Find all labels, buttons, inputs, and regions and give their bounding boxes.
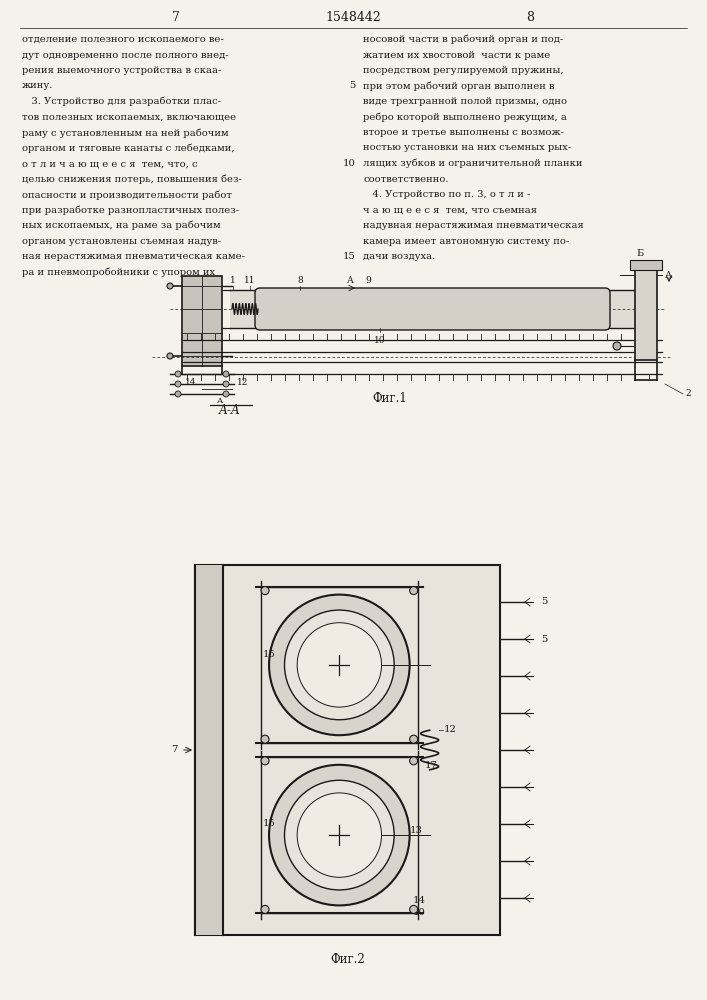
Text: носовой части в рабочий орган и под-: носовой части в рабочий орган и под-	[363, 35, 563, 44]
Circle shape	[261, 905, 269, 913]
Circle shape	[613, 342, 621, 350]
Text: Фиг.1: Фиг.1	[373, 392, 407, 405]
Text: 7: 7	[172, 11, 180, 24]
Text: ностью установки на них съемных рых-: ностью установки на них съемных рых-	[363, 143, 571, 152]
Text: посредством регулируемой пружины,: посредством регулируемой пружины,	[363, 66, 563, 75]
Text: 5: 5	[541, 635, 547, 644]
Text: А: А	[217, 397, 223, 405]
Text: виде трехгранной полой призмы, одно: виде трехгранной полой призмы, одно	[363, 97, 567, 106]
Text: 10: 10	[374, 336, 386, 345]
Circle shape	[409, 905, 418, 913]
Text: А: А	[665, 270, 672, 279]
Text: при разработке разнопластичных полез-: при разработке разнопластичных полез-	[22, 206, 239, 215]
Text: рения выемочного устройства в скаа-: рения выемочного устройства в скаа-	[22, 66, 221, 75]
Circle shape	[223, 391, 229, 397]
Text: жину.: жину.	[22, 82, 53, 91]
Text: лящих зубков и ограничительной планки: лящих зубков и ограничительной планки	[363, 159, 583, 168]
Circle shape	[409, 587, 418, 595]
Text: 4. Устройство по п. 3, о т л и -: 4. Устройство по п. 3, о т л и -	[363, 190, 530, 199]
Circle shape	[297, 793, 382, 877]
Text: 1: 1	[230, 276, 236, 285]
Text: ч а ю щ е е с я  тем, что съемная: ч а ю щ е е с я тем, что съемная	[363, 206, 537, 215]
Text: 12: 12	[443, 726, 457, 734]
Text: ра и пневмопробойники с упором их: ра и пневмопробойники с упором их	[22, 267, 215, 277]
Circle shape	[284, 610, 395, 720]
Text: 15: 15	[263, 650, 276, 659]
Text: целью снижения потерь, повышения без-: целью снижения потерь, повышения без-	[22, 174, 242, 184]
Text: 3. Устройство для разработки плас-: 3. Устройство для разработки плас-	[22, 97, 221, 106]
Text: соответственно.: соответственно.	[363, 174, 448, 184]
Circle shape	[175, 381, 181, 387]
Text: отделение полезного ископаемого ве-: отделение полезного ископаемого ве-	[22, 35, 223, 44]
Bar	[182, 276, 222, 366]
Text: раму с установленным на ней рабочим: раму с установленным на ней рабочим	[22, 128, 228, 137]
Text: А-А: А-А	[219, 404, 241, 417]
Text: надувная нерастяжимая пневматическая: надувная нерастяжимая пневматическая	[363, 221, 584, 230]
Text: тов полезных ископаемых, включающее: тов полезных ископаемых, включающее	[22, 112, 236, 121]
Text: 2: 2	[685, 389, 691, 398]
Bar	[195, 565, 500, 935]
Text: 10: 10	[343, 159, 356, 168]
Text: Фиг.2: Фиг.2	[330, 953, 365, 966]
Text: 5: 5	[350, 82, 356, 91]
Circle shape	[167, 353, 173, 359]
Text: 8: 8	[297, 276, 303, 285]
Text: камера имеет автономную систему по-: камера имеет автономную систему по-	[363, 236, 569, 245]
Text: ных ископаемых, на раме за рабочим: ных ископаемых, на раме за рабочим	[22, 221, 221, 231]
Text: 15: 15	[343, 252, 356, 261]
Bar	[195, 565, 223, 935]
Text: 1548442: 1548442	[325, 11, 381, 24]
Text: 11: 11	[244, 276, 256, 285]
Circle shape	[261, 587, 269, 595]
Text: 5: 5	[541, 597, 547, 606]
FancyBboxPatch shape	[255, 288, 610, 330]
Text: органом установлены съемная надув-: органом установлены съемная надув-	[22, 236, 221, 245]
Circle shape	[175, 371, 181, 377]
Circle shape	[175, 391, 181, 397]
Circle shape	[261, 735, 269, 743]
Text: 15: 15	[263, 819, 276, 828]
Text: 14: 14	[185, 378, 196, 387]
Text: дачи воздуха.: дачи воздуха.	[363, 252, 436, 261]
Text: при этом рабочий орган выполнен в: при этом рабочий орган выполнен в	[363, 82, 554, 91]
Text: 8: 8	[526, 11, 534, 24]
Bar	[261, 587, 418, 743]
Circle shape	[269, 765, 409, 905]
Circle shape	[297, 623, 382, 707]
Circle shape	[409, 735, 418, 743]
Text: о т л и ч а ю щ е е с я  тем, что, с: о т л и ч а ю щ е е с я тем, что, с	[22, 159, 198, 168]
Text: органом и тяговые канаты с лебедками,: органом и тяговые канаты с лебедками,	[22, 143, 235, 153]
Text: А: А	[346, 276, 354, 285]
Text: опасности и производительности работ: опасности и производительности работ	[22, 190, 232, 200]
Text: жатием их хвостовой  части к раме: жатием их хвостовой части к раме	[363, 50, 550, 60]
Circle shape	[261, 757, 269, 765]
Circle shape	[284, 780, 395, 890]
Circle shape	[409, 757, 418, 765]
Text: 10: 10	[413, 908, 426, 917]
Text: второе и третье выполнены с возмож-: второе и третье выполнены с возмож-	[363, 128, 564, 137]
Text: Б: Б	[636, 249, 643, 258]
Circle shape	[223, 381, 229, 387]
Bar	[635, 270, 657, 360]
Bar	[630, 260, 662, 270]
Text: 13: 13	[409, 826, 423, 835]
Text: 9: 9	[365, 276, 371, 285]
Bar	[261, 757, 418, 913]
Text: ребро которой выполнено режущим, а: ребро которой выполнено режущим, а	[363, 112, 567, 122]
Text: дут одновременно после полного внед-: дут одновременно после полного внед-	[22, 50, 228, 60]
Circle shape	[223, 371, 229, 377]
Text: ная нерастяжимая пневматическая каме-: ная нерастяжимая пневматическая каме-	[22, 252, 245, 261]
Circle shape	[269, 595, 409, 735]
Text: 14: 14	[413, 896, 426, 905]
Text: 12: 12	[237, 378, 248, 387]
Text: 17: 17	[425, 760, 438, 770]
Text: 7: 7	[170, 746, 177, 754]
Circle shape	[167, 283, 173, 289]
Bar	[230, 290, 635, 328]
